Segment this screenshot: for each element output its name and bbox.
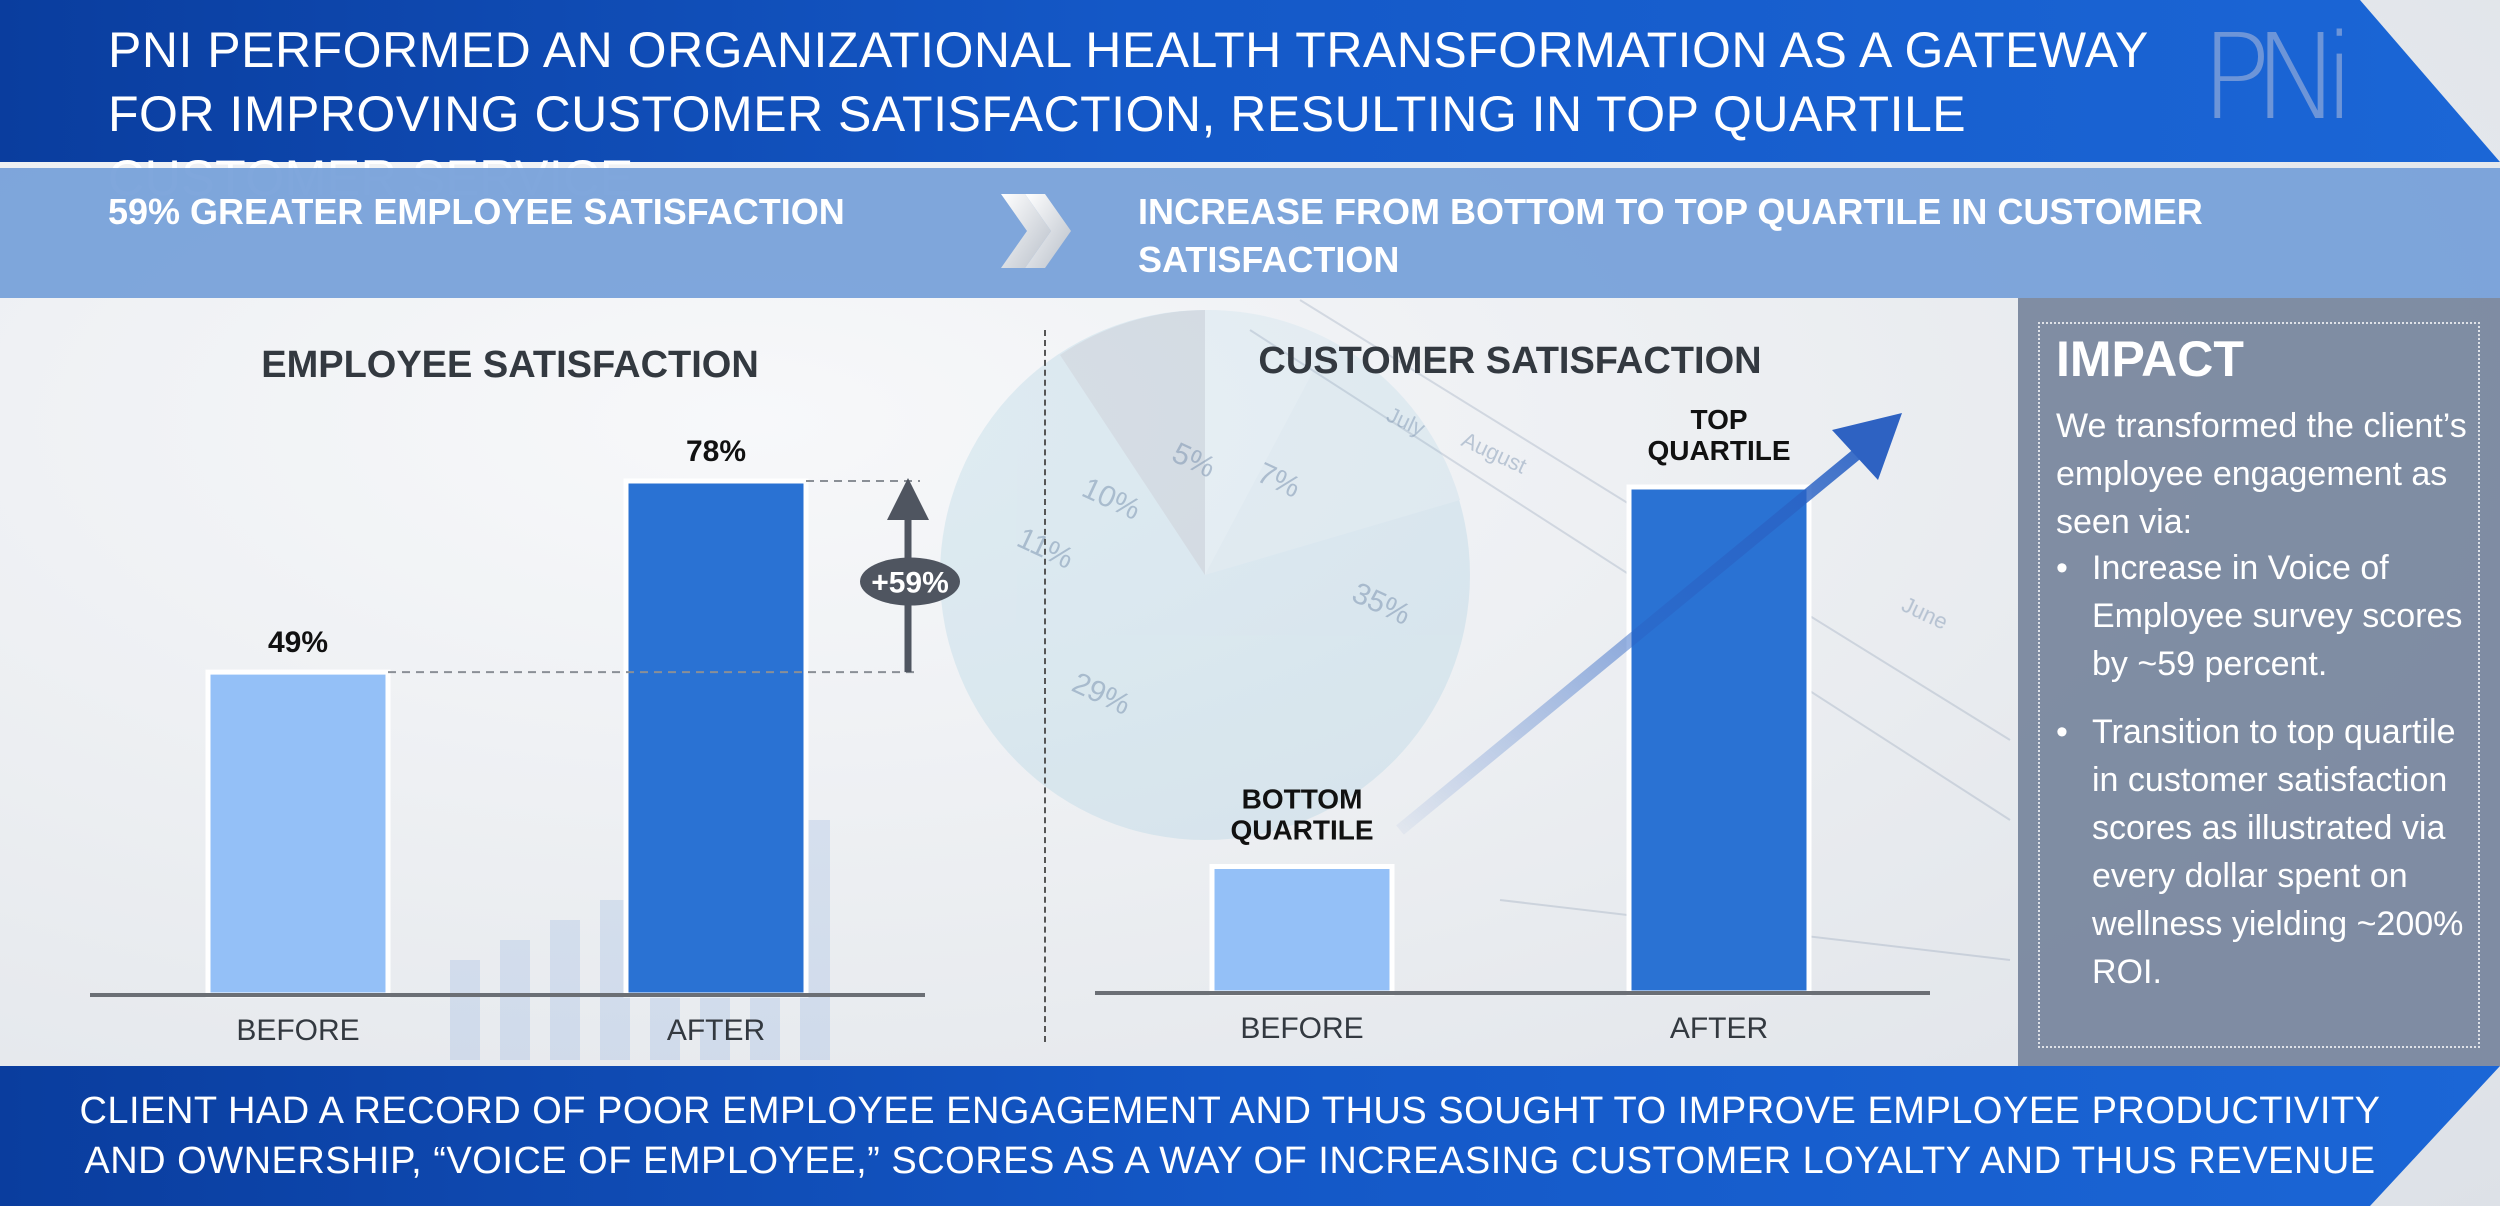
customer-chart-title: CUSTOMER SATISFACTION: [1258, 340, 1762, 382]
trend-arrow-line: [1396, 430, 1884, 835]
bar-value-label: BOTTOM QUARTILE: [1230, 784, 1373, 846]
bar-value-label: TOP QUARTILE: [1647, 404, 1790, 466]
impact-bullet: • Transition to top quartile in customer…: [2056, 708, 2476, 996]
increase-label: +59%: [871, 567, 949, 600]
impact-title: IMPACT: [2056, 331, 2244, 387]
background-pie: [940, 310, 1470, 840]
category-label: AFTER: [667, 1014, 765, 1047]
impact-bullet-text: Transition to top quartile in customer s…: [2092, 713, 2464, 991]
impact-intro: We transformed the client’s employee eng…: [2056, 407, 2467, 541]
footer-banner: [0, 1066, 2500, 1206]
employee-bar-after: [623, 478, 809, 998]
chart-divider: [1044, 330, 1046, 1042]
impact-bullet-list: • Increase in Voice of Employee survey s…: [2056, 544, 2476, 1016]
employee-bar-before: [205, 669, 391, 998]
customer-summary: INCREASE FROM BOTTOM TO TOP QUARTILE IN …: [1138, 191, 2203, 280]
footer-text: CLIENT HAD A RECORD OF POOR EMPLOYEE ENG…: [79, 1090, 2381, 1182]
double-chevron-right-icon: [1001, 194, 1071, 268]
category-label: BEFORE: [236, 1014, 359, 1047]
background-pie-slice: [1205, 309, 1330, 575]
impact-bullet-text: Increase in Voice of Employee survey sco…: [2092, 549, 2463, 683]
bullet-icon: •: [2056, 713, 2068, 751]
category-label: AFTER: [1670, 1012, 1768, 1045]
increase-badge: [860, 557, 960, 606]
bar-value-label: 78%: [686, 435, 746, 468]
customer-bar-before: [1209, 864, 1395, 996]
employee-chart-title: EMPLOYEE SATISFACTION: [261, 344, 759, 386]
impact-bullet: • Increase in Voice of Employee survey s…: [2056, 544, 2476, 688]
impact-panel: [2018, 298, 2500, 1066]
employee-summary: 59% GREATER EMPLOYEE SATISFACTION: [108, 191, 845, 232]
summary-band: [0, 168, 2500, 298]
bullet-icon: •: [2056, 549, 2068, 587]
background-pie-slice: [1060, 310, 1205, 575]
trend-arrow-head: [1832, 413, 1902, 480]
pni-logo: PNi: [2200, 8, 2356, 146]
background-pie-slice: [1205, 340, 1460, 575]
header-banner: [0, 0, 2500, 162]
category-label: BEFORE: [1240, 1012, 1363, 1045]
bar-value-label: 49%: [268, 626, 328, 659]
impact-panel-border: [2038, 322, 2480, 1048]
